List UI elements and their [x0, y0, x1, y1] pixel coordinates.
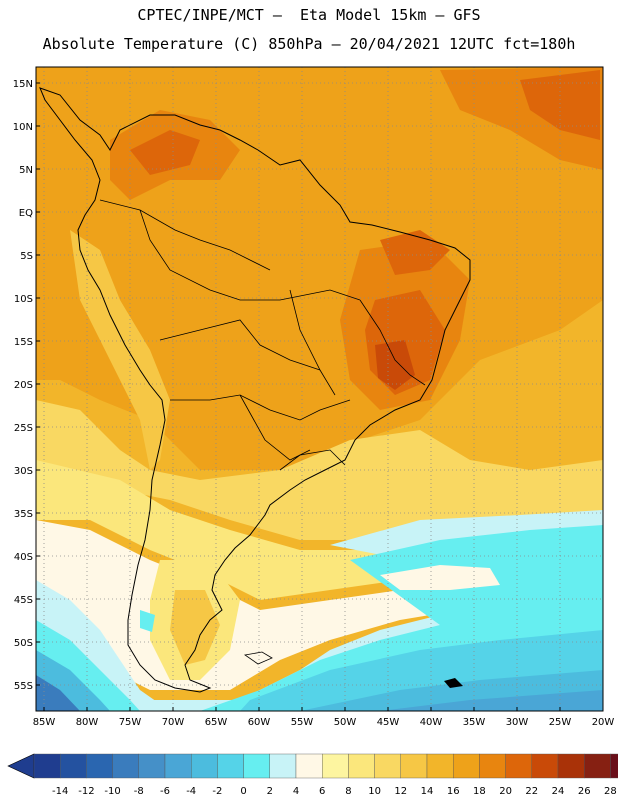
colorbar-label: 4 — [293, 786, 299, 797]
colorbar-label: 14 — [421, 786, 434, 797]
lon-label: 30W — [506, 717, 529, 728]
colorbar-swatch — [112, 753, 139, 779]
lat-label: EQ — [19, 208, 33, 219]
lat-label: 20S — [14, 380, 33, 391]
colorbar-swatch — [479, 753, 506, 779]
colorbar-label: 20 — [499, 786, 512, 797]
colorbar-label: 6 — [319, 786, 325, 797]
colorbar — [7, 753, 618, 779]
lon-label: 25W — [549, 717, 572, 728]
colorbar-label: 2 — [267, 786, 273, 797]
colorbar-swatch — [138, 753, 166, 779]
colorbar-swatch — [584, 753, 611, 779]
lat-label: 10N — [13, 122, 33, 133]
colorbar-swatch — [374, 753, 402, 779]
lat-label: 30S — [14, 466, 33, 477]
colorbar-label: -10 — [104, 786, 120, 797]
colorbar-swatch — [295, 753, 323, 779]
colorbar-swatch — [610, 753, 618, 779]
latitude-labels: 15N 10N 5N EQ 5S 10S 15S 20S 25S 30S 35S 40S 45S 50S 5… — [13, 79, 40, 692]
colorbar-swatch — [557, 753, 585, 779]
colorbar-label: 12 — [394, 786, 407, 797]
lon-label: 70W — [162, 717, 185, 728]
colorbar-label: 26 — [578, 786, 591, 797]
colorbar-label: 18 — [473, 786, 486, 797]
colorbar-swatch — [86, 753, 113, 779]
map-frame — [35, 66, 604, 712]
colorbar-swatch — [348, 753, 375, 779]
lat-label: 15N — [13, 79, 33, 90]
longitude-labels: 85W 80W 75W 70W 65W 60W 55W 50W 45W 40W 35W 30W 25W 2… — [33, 707, 615, 728]
colorbar-swatch — [60, 753, 87, 779]
lat-label: 45S — [14, 595, 33, 606]
lon-label: 65W — [205, 717, 228, 728]
title-line-1: CPTEC/INPE/MCT – Eta Model 15km – GFS — [137, 6, 481, 24]
colorbar-label: 28 — [604, 786, 617, 797]
title-line-2: Absolute Temperature (C) 850hPa – 20/04/… — [42, 35, 576, 53]
lon-label: 85W — [33, 717, 56, 728]
lon-label: 75W — [119, 717, 142, 728]
lat-label: 25S — [14, 423, 33, 434]
lat-label: 50S — [14, 638, 33, 649]
colorbar-label: 10 — [368, 786, 381, 797]
lon-label: 35W — [463, 717, 486, 728]
lon-label: 60W — [248, 717, 271, 728]
colorbar-label: -12 — [78, 786, 94, 797]
lon-label: 20W — [592, 717, 615, 728]
colorbar-label: 8 — [345, 786, 351, 797]
lat-label: 5N — [19, 165, 33, 176]
colorbar-swatch — [164, 753, 192, 779]
lon-label: 50W — [334, 717, 357, 728]
colorbar-swatch — [243, 753, 271, 779]
lat-label: 35S — [14, 509, 33, 520]
country-borders — [99, 199, 426, 471]
lat-label: 40S — [14, 552, 33, 563]
colorbar-label: -6 — [160, 786, 170, 797]
colorbar-min-arrow — [7, 753, 35, 779]
colorbar-swatch — [426, 753, 454, 779]
lat-label: 5S — [20, 251, 33, 262]
colorbar-swatch — [531, 753, 559, 779]
colorbar-swatch — [269, 753, 297, 779]
colorbar-swatch — [217, 753, 244, 779]
lat-label: 15S — [14, 337, 33, 348]
colorbar-labels: -14 -12 -10 -8 -6 -4 -2 0 2 4 6 8 10 12 14 16 18 20 22 24 26… — [52, 786, 617, 797]
south-america-coastline — [39, 87, 471, 693]
temperature-field — [36, 67, 603, 711]
colorbar-label: 16 — [447, 786, 460, 797]
lat-label: 10S — [14, 294, 33, 305]
colorbar-swatch — [322, 753, 349, 779]
lon-label: 45W — [377, 717, 400, 728]
colorbar-label: 24 — [552, 786, 565, 797]
colorbar-label: -4 — [186, 786, 196, 797]
colorbar-label: -2 — [212, 786, 222, 797]
colorbar-swatch — [400, 753, 428, 779]
colorbar-swatch — [190, 753, 218, 779]
colorbar-label: -8 — [134, 786, 144, 797]
colorbar-swatch — [453, 753, 480, 779]
colorbar-swatch — [33, 753, 61, 779]
lon-label: 40W — [420, 717, 443, 728]
lon-label: 55W — [291, 717, 314, 728]
lon-label: 80W — [76, 717, 99, 728]
colorbar-swatch — [505, 753, 533, 779]
colorbar-label: 0 — [240, 786, 246, 797]
colorbar-label: 22 — [525, 786, 538, 797]
colorbar-label: -14 — [52, 786, 68, 797]
lat-label: 55S — [14, 681, 33, 692]
